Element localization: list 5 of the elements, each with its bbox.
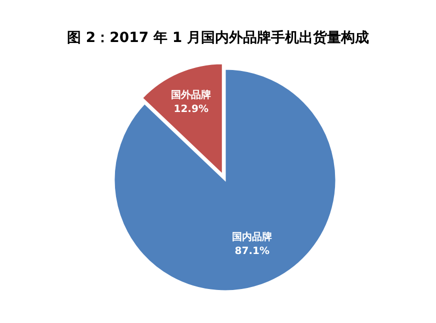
data-label: 87.1% [234, 246, 270, 258]
slice-label: 国外品牌 [171, 89, 212, 102]
data-label: 12.9% [174, 104, 208, 116]
slice-label: 国内品牌 [232, 231, 272, 244]
chart-title: 图 2：2017 年 1 月国内外品牌手机出货量构成 [67, 29, 369, 46]
